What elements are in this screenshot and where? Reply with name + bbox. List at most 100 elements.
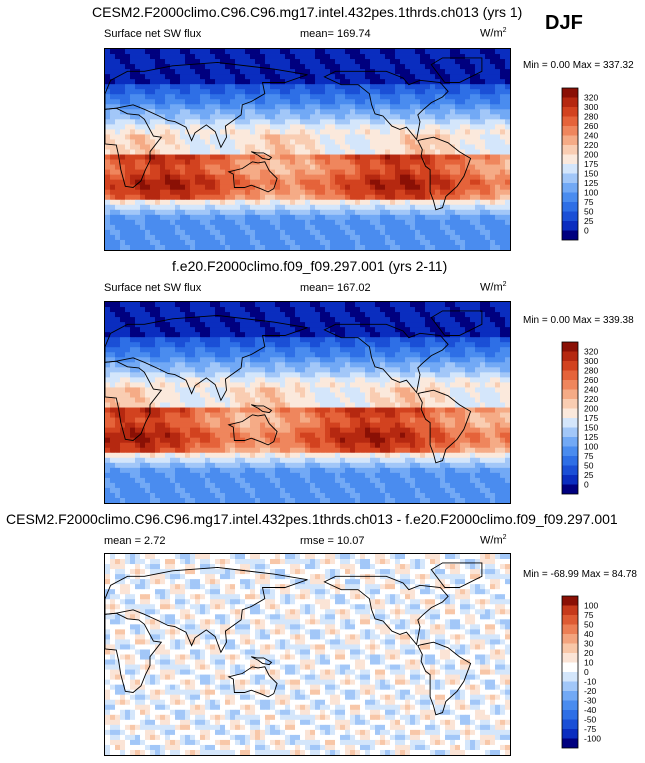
map-cell bbox=[105, 332, 111, 338]
map-cell bbox=[335, 327, 341, 333]
map-cell bbox=[360, 377, 366, 383]
map-cell bbox=[365, 54, 371, 60]
map-cell bbox=[415, 302, 421, 308]
map-cell bbox=[280, 124, 286, 130]
map-cell bbox=[480, 387, 486, 393]
map-cell bbox=[180, 169, 186, 176]
map-cell bbox=[195, 302, 201, 308]
map-cell bbox=[270, 372, 276, 378]
map-cell bbox=[175, 144, 181, 150]
map-cell bbox=[475, 74, 481, 80]
map-cell bbox=[445, 109, 451, 115]
map-cell bbox=[280, 322, 286, 328]
map-cell bbox=[305, 169, 311, 176]
map-cell bbox=[110, 59, 116, 65]
map-cell bbox=[260, 342, 266, 348]
map-cell bbox=[325, 89, 331, 95]
map-cell bbox=[235, 317, 241, 323]
colorbar-bin bbox=[562, 221, 578, 231]
map-cell bbox=[220, 69, 226, 75]
map-cell bbox=[410, 327, 416, 333]
map-cell bbox=[495, 69, 501, 75]
map-cell bbox=[395, 104, 401, 110]
map-cell bbox=[275, 84, 281, 90]
map-cell bbox=[320, 79, 326, 85]
map-cell bbox=[290, 244, 296, 250]
map-cell bbox=[490, 184, 496, 191]
map-cell bbox=[320, 302, 326, 308]
map-cell bbox=[220, 129, 226, 135]
map-cell bbox=[150, 149, 156, 155]
map-cell bbox=[175, 139, 181, 145]
map-cell bbox=[255, 94, 261, 100]
map-cell bbox=[275, 104, 281, 110]
map-cell bbox=[380, 99, 386, 105]
map-cell bbox=[305, 352, 311, 358]
map-cell bbox=[280, 357, 286, 363]
map-cell bbox=[220, 89, 226, 95]
map-cell bbox=[210, 377, 216, 383]
map-cell bbox=[210, 154, 216, 160]
map-cell bbox=[170, 372, 176, 378]
map-cell bbox=[335, 392, 341, 398]
map-cell bbox=[295, 367, 301, 373]
map-cell bbox=[290, 154, 296, 160]
map-cell bbox=[290, 209, 296, 216]
map-cell bbox=[155, 219, 161, 226]
map-cell bbox=[245, 347, 251, 353]
map-cell bbox=[290, 194, 296, 201]
map-cell bbox=[415, 189, 421, 196]
map-cell bbox=[435, 104, 441, 110]
map-cell bbox=[180, 124, 186, 130]
map-cell bbox=[440, 337, 446, 343]
map-cell bbox=[415, 219, 421, 226]
map-cell bbox=[425, 357, 431, 363]
map-cell bbox=[170, 99, 176, 105]
map-cell bbox=[240, 224, 246, 231]
map-cell bbox=[460, 337, 466, 343]
map-cell bbox=[440, 382, 446, 388]
map-cell bbox=[410, 84, 416, 90]
map-cell bbox=[245, 159, 251, 165]
map-cell bbox=[120, 194, 126, 201]
map-cell bbox=[210, 184, 216, 191]
map-cell bbox=[245, 129, 251, 135]
map-cell bbox=[130, 119, 136, 125]
map-cell bbox=[360, 322, 366, 328]
map-cell bbox=[385, 302, 391, 308]
map-cell bbox=[220, 357, 226, 363]
map-cell bbox=[500, 144, 506, 150]
map-cell bbox=[270, 164, 276, 171]
map-cell bbox=[310, 189, 316, 196]
map-cell bbox=[400, 387, 406, 393]
map-cell bbox=[385, 184, 391, 191]
map-cell bbox=[500, 159, 506, 165]
map-cell bbox=[185, 94, 191, 100]
map-cell bbox=[350, 357, 356, 363]
map-cell bbox=[250, 214, 256, 221]
map-cell bbox=[400, 114, 406, 120]
map-cell bbox=[390, 69, 396, 75]
map-cell bbox=[505, 59, 510, 65]
map-cell bbox=[380, 149, 386, 155]
map-cell bbox=[130, 382, 136, 388]
map-cell bbox=[215, 382, 221, 388]
map-cell bbox=[110, 94, 116, 100]
map-cell bbox=[290, 347, 296, 353]
map-cell bbox=[495, 144, 501, 150]
map-cell bbox=[410, 109, 416, 115]
map-cell bbox=[370, 99, 376, 105]
map-cell bbox=[315, 347, 321, 353]
season-label: DJF bbox=[545, 12, 583, 34]
map-cell bbox=[120, 159, 126, 165]
map-cell bbox=[465, 219, 471, 226]
map-cell bbox=[125, 49, 131, 55]
map-cell bbox=[180, 204, 186, 211]
map-cell bbox=[220, 352, 226, 358]
map-cell bbox=[340, 317, 346, 323]
map-cell bbox=[265, 159, 271, 165]
map-cell bbox=[255, 392, 261, 398]
map-cell bbox=[215, 342, 221, 348]
map-cell bbox=[470, 174, 476, 181]
map-cell bbox=[405, 149, 411, 155]
